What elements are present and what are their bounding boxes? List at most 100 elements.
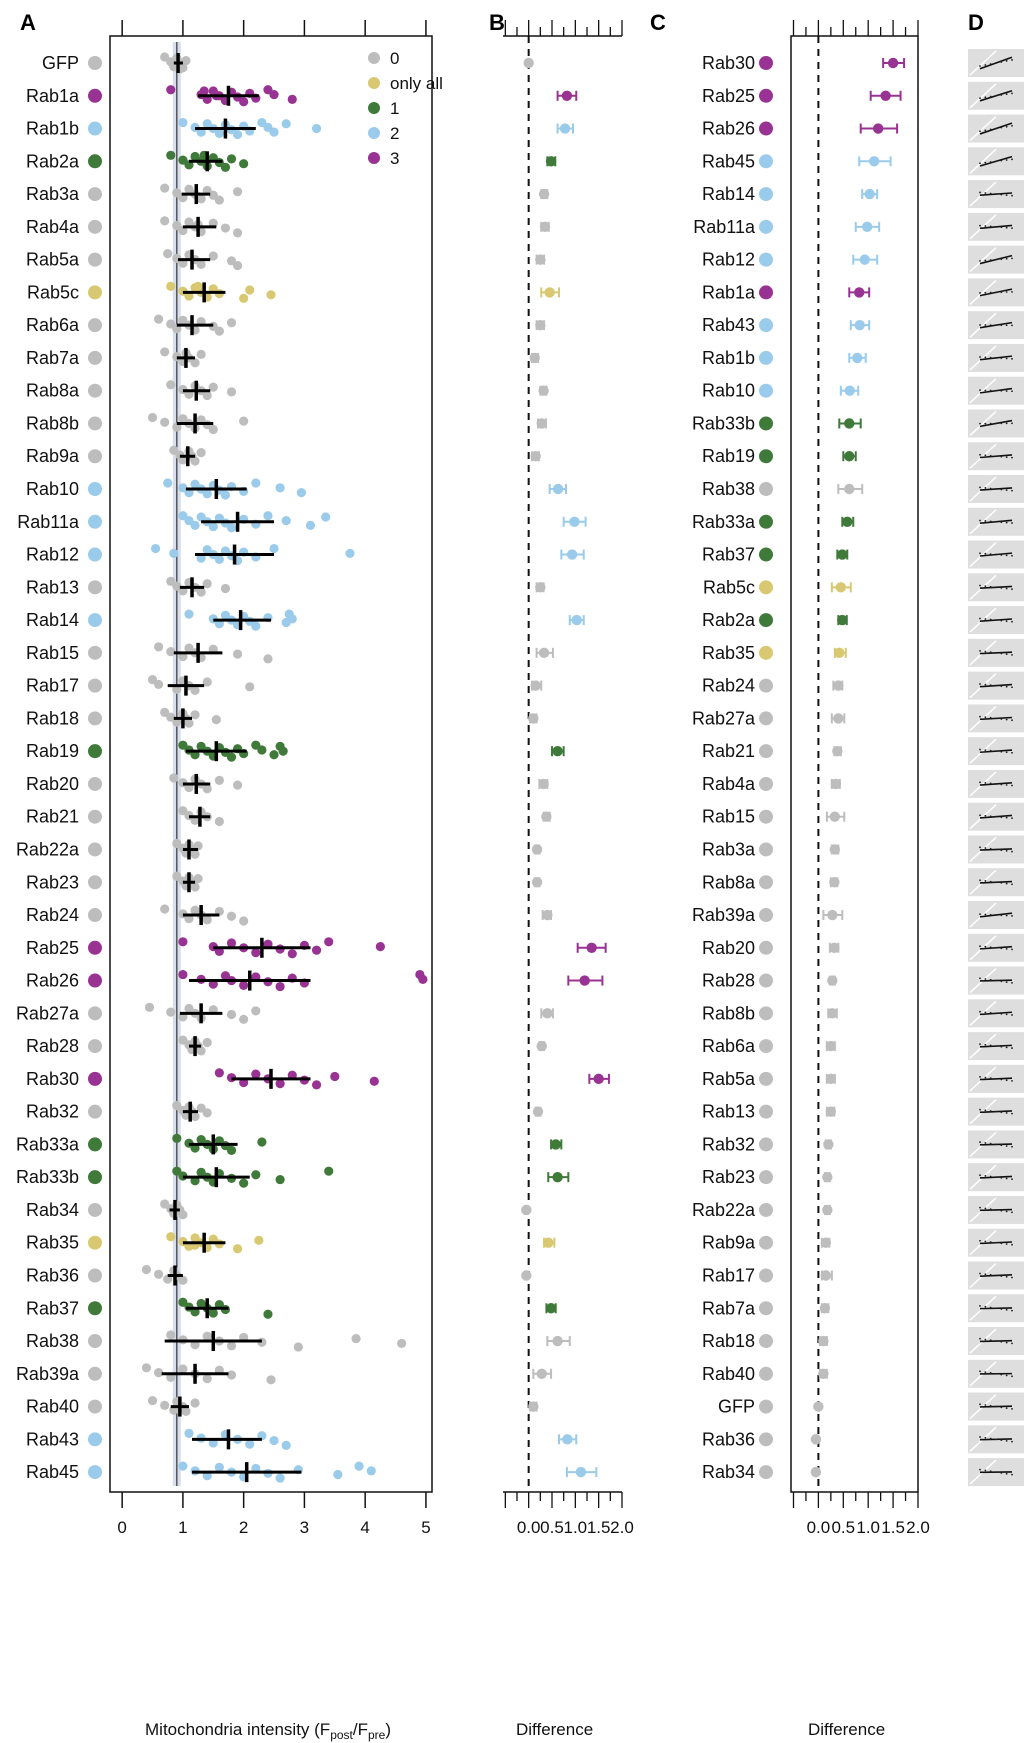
- panel-d-diagonal: [969, 181, 997, 207]
- panel-a-row-marker-rab33b: [88, 1170, 102, 1185]
- panel-a-point: [196, 1046, 206, 1056]
- panel-c-row-label-rab17: Rab17: [702, 1265, 755, 1285]
- panel-d-point: [995, 455, 997, 458]
- panel-a-point: [166, 1330, 176, 1340]
- panel-c-point: [854, 287, 865, 298]
- panel-c-row-marker-rab20: [759, 940, 773, 955]
- panel-d-point: [984, 1141, 987, 1144]
- panel-d-point: [1000, 226, 1003, 229]
- panel-a-point: [214, 1462, 224, 1472]
- panel-b-point: [566, 549, 578, 560]
- panel-a-point: [220, 223, 231, 233]
- panel-c-point: [818, 1335, 829, 1347]
- panel-a-row-marker-rab20: [88, 776, 102, 791]
- panel-c-row-label-rab30: Rab30: [702, 53, 755, 73]
- panel-c-row-marker-rab3a: [759, 842, 773, 857]
- panel-d-point: [1005, 850, 1008, 852]
- panel-c-row-label-rab33a: Rab33a: [692, 512, 756, 532]
- panel-c-row-marker-rab37: [759, 547, 773, 562]
- panel-c-row-label-rab1b: Rab1b: [702, 348, 755, 368]
- panel-d-point: [1011, 522, 1013, 524]
- panel-a-row-label-rab8b: Rab8b: [26, 413, 79, 433]
- panel-d-point: [989, 356, 992, 359]
- panel-d-point: [1005, 1243, 1008, 1245]
- panel-d-point: [1000, 1111, 1003, 1114]
- panel-d-point: [989, 1044, 992, 1047]
- panel-a-point: [226, 1009, 237, 1020]
- panel-a-row-marker-rab43: [88, 1432, 102, 1447]
- panel-c-row-marker-rab32: [759, 1137, 773, 1152]
- panel-a-row-label-rab25: Rab25: [26, 938, 79, 958]
- panel-c-row-label-rab25: Rab25: [702, 86, 755, 106]
- panel-d-point: [1005, 620, 1008, 623]
- panel-a-point: [287, 949, 297, 959]
- panel-d-point: [979, 1436, 981, 1438]
- panel-d-point: [1000, 1373, 1003, 1376]
- legend-swatch-1: [368, 102, 380, 114]
- panel-a-point: [251, 1006, 261, 1016]
- panel-c-row-label-rab5a: Rab5a: [702, 1069, 756, 1089]
- panel-d-point: [989, 1142, 992, 1145]
- panel-a-point: [190, 456, 200, 466]
- panel-a-row-label-rab26: Rab26: [26, 971, 79, 991]
- panel-a-row-marker-rab7a: [88, 350, 102, 365]
- panel-d-point: [995, 586, 997, 589]
- panel-c-point: [823, 1139, 834, 1150]
- panel-d-point: [995, 258, 997, 261]
- panel-d-point: [1005, 981, 1008, 984]
- panel-c-row-label-rab19: Rab19: [702, 446, 755, 466]
- panel-d-point: [984, 192, 987, 194]
- panel-d-point: [995, 1209, 997, 1211]
- panel-d-point: [989, 1470, 992, 1473]
- panel-a-point: [251, 1069, 261, 1079]
- panel-d-point: [995, 750, 997, 753]
- panel-c-row-marker-rab15: [759, 809, 773, 824]
- panel-a-point: [178, 1461, 188, 1471]
- panel-d-point: [1000, 324, 1003, 327]
- panel-d-point: [979, 1108, 981, 1111]
- panel-d-point: [1000, 1176, 1003, 1179]
- panel-c-row-label-rab14: Rab14: [702, 184, 755, 204]
- panel-d-point: [1000, 1340, 1003, 1343]
- panel-c-point: [810, 1434, 822, 1445]
- panel-a-x-axis-label: Mitochondria intensity (Fpost/Fpre): [145, 1720, 391, 1742]
- panel-a-row-label-rab21: Rab21: [26, 807, 79, 827]
- panel-d-point: [984, 847, 987, 849]
- panel-a-row-marker-rab17: [88, 678, 102, 693]
- panel-d-point: [979, 1141, 981, 1143]
- panel-a-xtick-label: 2: [239, 1518, 248, 1537]
- panel-a-point: [214, 816, 224, 827]
- panel-a-point: [193, 281, 203, 291]
- panel-a-row-marker-rab23: [88, 875, 102, 890]
- panel-a-row-marker-rab14: [88, 613, 102, 628]
- panel-d-point: [984, 1174, 987, 1177]
- panel-a-point: [311, 1080, 322, 1090]
- panel-d-point: [1000, 1472, 1003, 1474]
- panel-a-point: [214, 775, 224, 785]
- panel-c-xtick-label: 2.0: [906, 1518, 930, 1537]
- panel-d-point: [995, 1438, 997, 1441]
- panel-a-point: [178, 937, 188, 947]
- panel-d-point: [989, 1011, 992, 1014]
- panel-c-row-marker-rab22a: [759, 1202, 773, 1217]
- panel-d-point: [1011, 124, 1013, 127]
- panel-a-point: [169, 773, 179, 783]
- panel-c-row-marker-rab11a: [759, 219, 773, 234]
- panel-d-point: [1000, 980, 1003, 983]
- panel-d-diagonal: [969, 738, 997, 764]
- panel-a-point: [275, 1174, 285, 1185]
- panel-d-point: [1011, 1243, 1013, 1246]
- panel-d-point: [1000, 947, 1003, 950]
- panel-d-point: [1011, 390, 1013, 393]
- panel-c-row-label-rab2a: Rab2a: [702, 610, 756, 630]
- panel-d-point: [1011, 883, 1013, 886]
- panel-c-row-label-rab36: Rab36: [702, 1429, 755, 1449]
- panel-c-row-label-rab12: Rab12: [702, 250, 755, 270]
- panel-b-point: [561, 90, 573, 101]
- panel-d-diagonal: [969, 541, 997, 568]
- panel-c-row-label-rab38: Rab38: [702, 479, 755, 499]
- panel-d-point: [1005, 60, 1008, 62]
- panel-d-point: [1011, 357, 1013, 360]
- panel-d-point: [995, 914, 997, 916]
- panel-d-point: [1011, 784, 1013, 787]
